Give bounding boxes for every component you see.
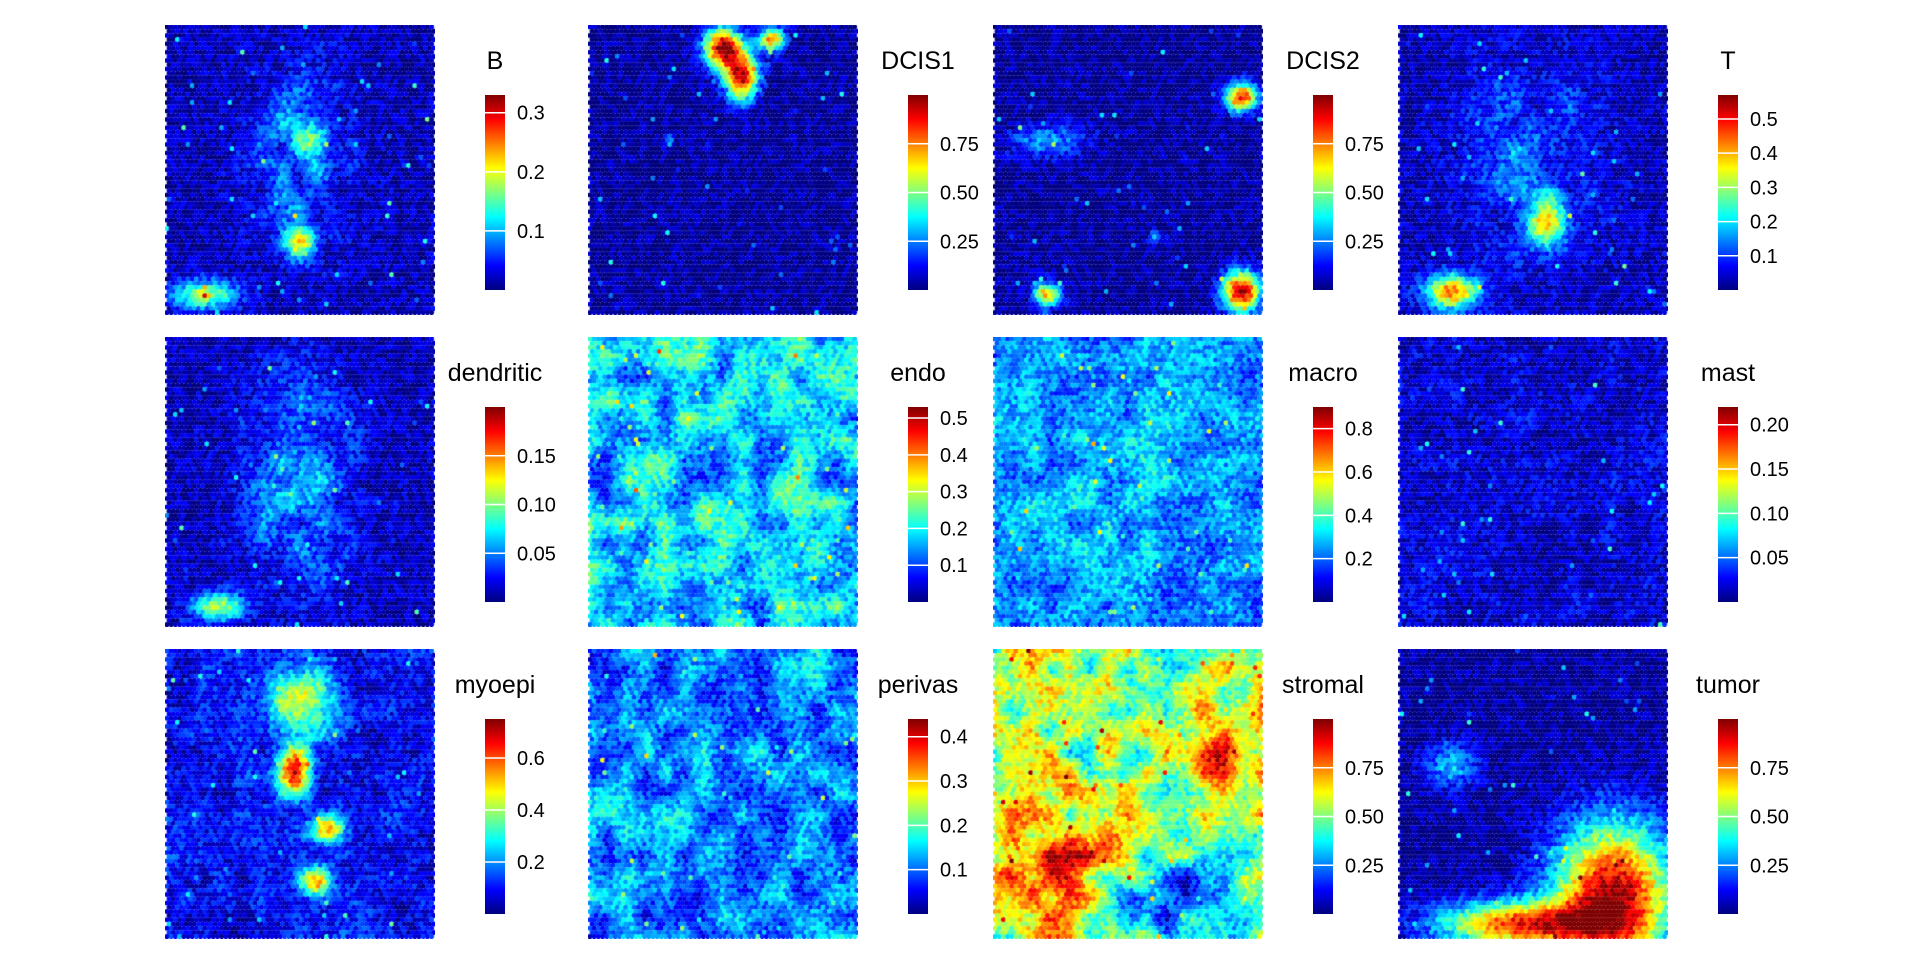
legend-title-myoepi: myoepi — [454, 671, 536, 699]
legend-title-tumor: tumor — [1696, 671, 1760, 699]
tick-label: 0.4 — [1750, 143, 1778, 165]
legend-title-t: T — [1720, 47, 1736, 75]
legend-title-macro: macro — [1288, 359, 1358, 387]
panel-dcis1: DCIS1 0.25 0.50 0.75 — [588, 25, 988, 325]
colorbar-myoepi: 0.2 0.4 0.6 — [485, 719, 545, 914]
colorbar-mast: 0.05 0.10 0.15 0.20 — [1718, 407, 1789, 602]
legend-title-endo: endo — [890, 359, 946, 387]
spatial-map-myoepi — [165, 649, 435, 939]
tick-label: 0.6 — [517, 748, 545, 770]
tick-label: 0.5 — [940, 408, 968, 430]
panel-dendritic: dendritic 0.05 0.10 0.15 — [165, 337, 565, 637]
tick-label: 0.3 — [940, 482, 968, 504]
tick-label: 0.10 — [517, 495, 556, 517]
tick-label: 0.4 — [940, 727, 968, 749]
tick-label: 0.25 — [940, 231, 979, 253]
panel-stromal: stromal 0.25 0.50 0.75 — [993, 649, 1393, 949]
tick-label: 0.2 — [1345, 549, 1373, 571]
colorbar-gradient — [485, 719, 505, 914]
tick-label: 0.3 — [517, 103, 545, 125]
tick-label: 0.25 — [1750, 855, 1789, 877]
tick-label: 0.2 — [940, 815, 968, 837]
colorbar-gradient — [908, 719, 928, 914]
panel-tumor: tumor 0.25 0.50 0.75 — [1398, 649, 1798, 949]
tick-label: 0.50 — [940, 183, 979, 205]
tick-label: 0.3 — [940, 771, 968, 793]
colorbar-perivas: 0.1 0.2 0.3 0.4 — [908, 719, 968, 914]
tick-label: 0.15 — [1750, 459, 1789, 481]
tick-label: 0.10 — [1750, 503, 1789, 525]
tick-label: 0.50 — [1750, 807, 1789, 829]
tick-label: 0.6 — [1345, 462, 1373, 484]
colorbar-gradient — [485, 95, 505, 290]
legend-title-b: B — [486, 47, 504, 75]
spatial-map-stromal — [993, 649, 1263, 939]
colorbar-t: 0.1 0.2 0.3 0.4 0.5 — [1718, 95, 1778, 290]
tick-label: 0.2 — [1750, 212, 1778, 234]
tick-label: 0.4 — [1345, 505, 1373, 527]
spatial-map-perivas — [588, 649, 858, 939]
colorbar-stromal: 0.25 0.50 0.75 — [1313, 719, 1384, 914]
colorbar-tumor: 0.25 0.50 0.75 — [1718, 719, 1789, 914]
colorbar-dendritic: 0.05 0.10 0.15 — [485, 407, 556, 602]
spatial-map-dcis2 — [993, 25, 1263, 315]
spatial-map-mast — [1398, 337, 1668, 627]
tick-label: 0.4 — [517, 800, 545, 822]
spatial-map-macro — [993, 337, 1263, 627]
colorbar-dcis1: 0.25 0.50 0.75 — [908, 95, 979, 290]
legend-title-dcis1: DCIS1 — [881, 47, 955, 75]
tick-label: 0.4 — [940, 445, 968, 467]
tick-label: 0.5 — [1750, 109, 1778, 131]
spatial-map-b — [165, 25, 435, 315]
panel-mast: mast 0.05 0.10 0.15 0.20 — [1398, 337, 1798, 637]
spatial-map-t — [1398, 25, 1668, 315]
spatial-map-tumor — [1398, 649, 1668, 939]
spatial-map-endo — [588, 337, 858, 627]
colorbar-gradient — [1313, 407, 1333, 602]
panel-t: T 0.1 0.2 0.3 0.4 0.5 — [1398, 25, 1798, 325]
colorbar-macro: 0.2 0.4 0.6 0.8 — [1313, 407, 1373, 602]
tick-label: 0.2 — [517, 852, 545, 874]
tick-label: 0.1 — [940, 860, 968, 882]
tick-label: 0.50 — [1345, 807, 1384, 829]
tick-label: 0.75 — [1345, 758, 1384, 780]
tick-label: 0.75 — [940, 134, 979, 156]
tick-label: 0.05 — [517, 543, 556, 565]
legend-title-dendritic: dendritic — [447, 359, 543, 387]
tick-label: 0.1 — [1750, 246, 1778, 268]
tick-label: 0.25 — [1345, 231, 1384, 253]
legend-title-stromal: stromal — [1282, 671, 1364, 699]
tick-label: 0.8 — [1345, 419, 1373, 441]
tick-label: 0.75 — [1750, 758, 1789, 780]
tick-label: 0.50 — [1345, 183, 1384, 205]
tick-label: 0.2 — [517, 162, 545, 184]
panel-macro: macro 0.2 0.4 0.6 0.8 — [993, 337, 1393, 637]
tick-label: 0.2 — [940, 518, 968, 540]
tick-label: 0.1 — [517, 221, 545, 243]
legend-title-mast: mast — [1700, 359, 1756, 387]
colorbar-gradient — [1718, 407, 1738, 602]
panel-perivas: perivas 0.1 0.2 0.3 0.4 — [588, 649, 988, 949]
tick-label: 0.20 — [1750, 415, 1789, 437]
panel-myoepi: myoepi 0.2 0.4 0.6 — [165, 649, 565, 949]
colorbar-gradient — [908, 407, 928, 602]
tick-label: 0.75 — [1345, 134, 1384, 156]
spatial-map-dendritic — [165, 337, 435, 627]
tick-label: 0.15 — [517, 446, 556, 468]
colorbar-b: 0.1 0.2 0.3 — [485, 95, 545, 290]
legend-title-dcis2: DCIS2 — [1286, 47, 1360, 75]
panel-endo: endo 0.1 0.2 0.3 0.4 0.5 — [588, 337, 988, 637]
legend-title-perivas: perivas — [877, 671, 959, 699]
colorbar-endo: 0.1 0.2 0.3 0.4 0.5 — [908, 407, 968, 602]
tick-label: 0.1 — [940, 555, 968, 577]
tick-label: 0.05 — [1750, 548, 1789, 570]
panel-b: B 0.1 0.2 0.3 — [165, 25, 565, 325]
spatial-map-dcis1 — [588, 25, 858, 315]
panel-dcis2: DCIS2 0.25 0.50 0.75 — [993, 25, 1393, 325]
tick-label: 0.25 — [1345, 855, 1384, 877]
colorbar-dcis2: 0.25 0.50 0.75 — [1313, 95, 1384, 290]
tick-label: 0.3 — [1750, 177, 1778, 199]
colorbar-gradient — [1718, 95, 1738, 290]
